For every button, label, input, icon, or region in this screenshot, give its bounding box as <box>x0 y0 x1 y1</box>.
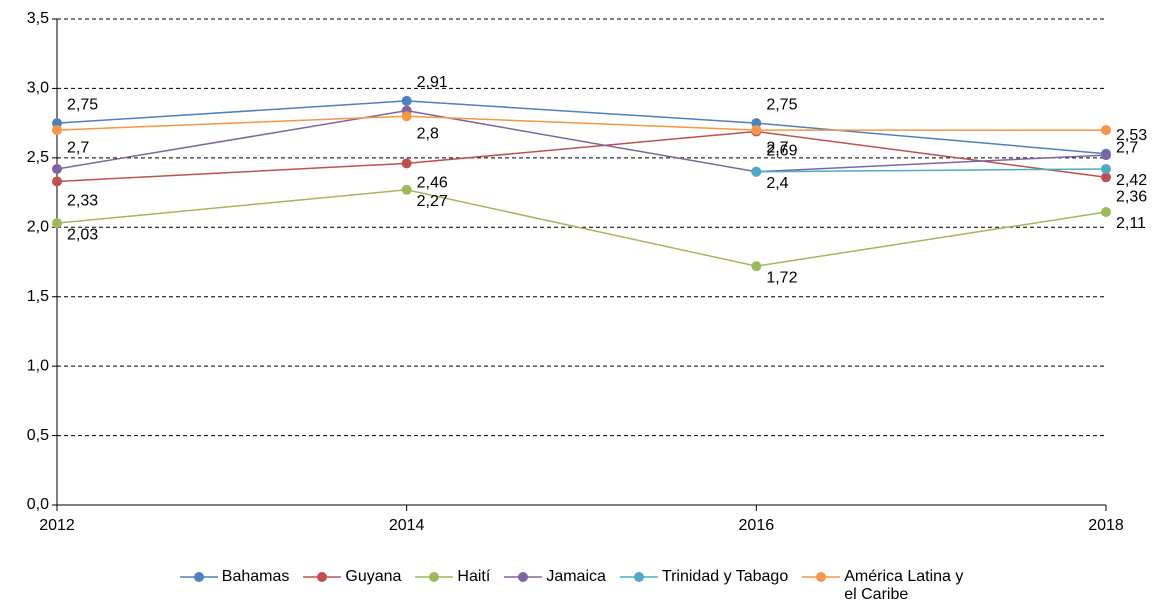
point <box>751 166 762 177</box>
y-tick-label: 1,5 <box>27 288 49 305</box>
legend-swatch <box>303 572 342 582</box>
legend-marker <box>317 572 328 582</box>
point <box>401 158 412 169</box>
y-tick-label: 0,0 <box>27 496 49 513</box>
x-tick-label: 2014 <box>389 517 425 534</box>
legend-marker <box>633 572 644 582</box>
point <box>401 111 412 122</box>
legend-label: Haití <box>457 568 491 585</box>
value-label: 2,53 <box>1116 127 1147 144</box>
point <box>751 261 762 272</box>
legend-label: Trinidad y Tabago <box>661 568 789 585</box>
y-tick-label: 2,0 <box>27 219 49 236</box>
legend-swatch <box>504 572 543 582</box>
point <box>401 184 412 195</box>
x-tick-label: 2016 <box>739 517 775 534</box>
series-line <box>56 115 1106 131</box>
legend-label: Bahamas <box>221 568 290 585</box>
legend-item: América Latina y el Caribe <box>802 568 974 604</box>
legend: Bahamas Guyana Haití Jamaica Trinidad y Taba… <box>0 568 1154 604</box>
y-tick-label: 2,5 <box>27 149 49 166</box>
series-line <box>56 109 1107 173</box>
y-tick-label: 3,5 <box>27 10 49 27</box>
point <box>751 125 762 136</box>
value-label: 2,7 <box>67 139 89 156</box>
series-line <box>56 130 1107 183</box>
x-tick-label: 2018 <box>1088 517 1124 534</box>
legend-marker <box>518 572 529 582</box>
value-label: 2,33 <box>67 193 98 210</box>
value-label: 2,42 <box>1116 172 1147 189</box>
series-line <box>756 168 1107 173</box>
point <box>1101 207 1111 218</box>
legend-item: Bahamas <box>179 568 290 586</box>
point <box>1101 125 1111 136</box>
value-label: 2,75 <box>67 96 98 113</box>
value-label: 2,8 <box>417 125 439 142</box>
value-label: 2,7 <box>766 139 788 156</box>
series-line <box>56 100 1107 155</box>
y-tick-label: 1,0 <box>27 357 49 374</box>
y-tick-label: 0,5 <box>27 427 49 444</box>
legend-label: Jamaica <box>546 568 606 585</box>
value-label: 2,69 <box>766 143 797 160</box>
value-label: 2,36 <box>1116 189 1147 206</box>
point <box>52 163 62 174</box>
point <box>52 218 62 229</box>
legend-marker <box>816 572 827 582</box>
x-tick-label: 2012 <box>39 517 75 534</box>
value-label: 2,46 <box>417 175 448 192</box>
value-label: 2,91 <box>417 74 448 91</box>
legend-marker <box>193 572 204 582</box>
legend-label: Guyana <box>345 568 402 585</box>
y-tick-label: 3,0 <box>27 80 49 97</box>
legend-marker <box>429 572 440 582</box>
legend-swatch <box>802 572 841 582</box>
legend-swatch <box>415 572 454 582</box>
value-label: 1,72 <box>766 269 797 286</box>
legend-item: Haití <box>415 568 490 586</box>
point <box>52 176 62 187</box>
value-label: 2,7 <box>1116 139 1138 156</box>
point <box>1101 172 1111 183</box>
value-label: 2,4 <box>766 175 788 192</box>
value-label: 2,11 <box>1116 215 1146 232</box>
value-label: 2,03 <box>67 226 98 243</box>
point <box>52 118 62 129</box>
value-label: 2,27 <box>417 193 448 210</box>
point <box>52 125 62 136</box>
legend-swatch <box>619 572 658 582</box>
point <box>401 95 412 106</box>
legend-item: Jamaica <box>504 568 606 586</box>
legend-item: Trinidad y Tabago <box>619 568 789 586</box>
point <box>751 118 762 129</box>
value-label: 2,75 <box>766 96 797 113</box>
series-line <box>56 189 1107 267</box>
legend-swatch <box>179 572 218 582</box>
point <box>1101 150 1111 161</box>
legend-item: Guyana <box>303 568 401 586</box>
point <box>1101 163 1111 174</box>
legend-label: América Latina y el Caribe <box>844 568 964 603</box>
chart: 0,0 0,5 1,0 1,5 2,0 2,5 3,0 3,5 2012 2014 2016 2018… <box>27 10 1147 534</box>
